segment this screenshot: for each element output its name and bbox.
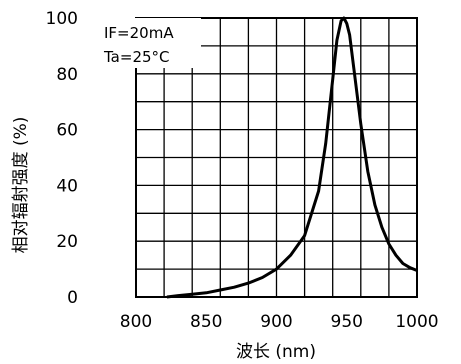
tick-labels: 800 850 900 950 1000 0 20 40 60 80 100 (46, 9, 439, 332)
spectrum-line (166, 16, 418, 299)
grid (136, 18, 417, 297)
y-tick-label: 100 (46, 9, 78, 29)
x-tick-label: 850 (190, 312, 222, 332)
annotation-temperature: Ta=25°C (103, 48, 170, 66)
x-tick-label: 950 (331, 312, 363, 332)
y-tick-label: 20 (56, 232, 78, 252)
x-tick-label: 800 (120, 312, 152, 332)
y-axis-label: 相对辐射强度 (%) (11, 117, 31, 254)
annotation-current: IF=20mA (104, 24, 174, 42)
y-tick-label: 80 (56, 65, 78, 85)
y-tick-label: 60 (56, 121, 78, 141)
x-tick-label: 900 (260, 312, 292, 332)
x-tick-label: 1000 (395, 312, 438, 332)
annotation-box (96, 18, 201, 68)
x-axis-label: 波长 (nm) (236, 342, 316, 362)
y-tick-label: 40 (56, 176, 78, 196)
y-tick-label: 0 (67, 288, 78, 308)
